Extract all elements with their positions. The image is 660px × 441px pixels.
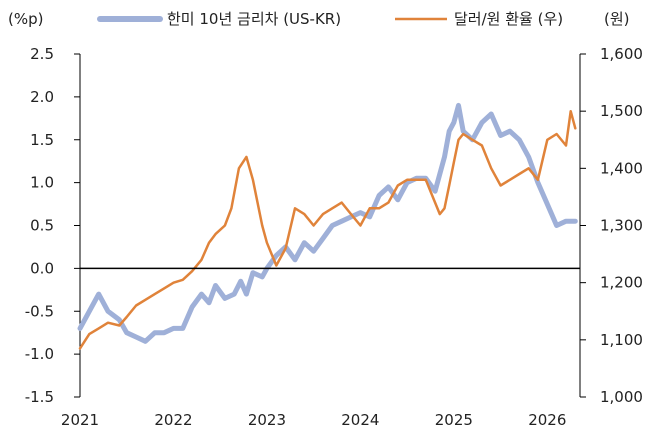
left-tick-label: 1.5 [30, 131, 54, 149]
axes [74, 53, 586, 398]
right-tick-label: 1,300 [600, 217, 643, 235]
right-tick-label: 1,600 [600, 45, 643, 63]
left-tick-label: 2.5 [30, 45, 54, 63]
series-layer [77, 102, 580, 350]
left-axis-label: (%p) [8, 10, 43, 28]
x-tick-label: 2024 [341, 411, 379, 429]
legend: 한미 10년 금리차 (US-KR) 달러/원 환율 (우) [97, 10, 563, 28]
legend-label-fx: 달러/원 환율 (우) [454, 10, 563, 28]
left-tick-label: 0.5 [30, 217, 54, 235]
right-tick-label: 1,100 [600, 331, 643, 349]
x-tick-label: 2025 [435, 411, 473, 429]
left-tick-label: -1.5 [25, 388, 54, 406]
left-tick-label: 0.0 [30, 259, 54, 277]
x-tick-label: 2021 [61, 411, 99, 429]
tick-labels: -1.5 -1.0 -0.5 0.0 0.5 1.0 1.5 2.0 2.5 1,000 1,100… [25, 45, 643, 429]
left-tick-label: 1.0 [30, 174, 54, 192]
right-tick-label: 1,400 [600, 159, 643, 177]
left-tick-label: 2.0 [30, 88, 54, 106]
right-tick-label: 1,200 [600, 274, 643, 292]
series-line-spread [77, 102, 578, 344]
right-tick-label: 1,500 [600, 102, 643, 120]
right-tick-label: 1,000 [600, 388, 643, 406]
left-tick-label: -0.5 [25, 302, 54, 320]
x-tick-label: 2022 [154, 411, 192, 429]
right-axis-label: (원) [604, 10, 630, 28]
left-tick-label: -1.0 [25, 345, 54, 363]
x-tick-label: 2023 [248, 411, 286, 429]
legend-label-spread: 한미 10년 금리차 (US-KR) [167, 10, 341, 28]
x-tick-label: 2026 [528, 411, 566, 429]
series-line-fx [78, 109, 577, 350]
